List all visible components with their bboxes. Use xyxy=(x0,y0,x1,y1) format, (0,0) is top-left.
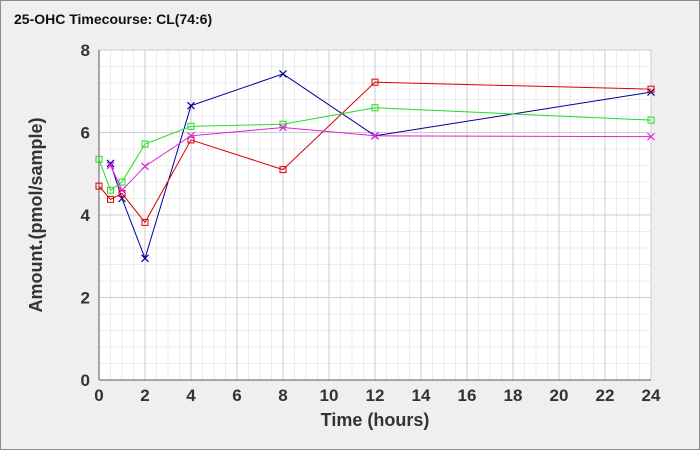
y-tick-label: 8 xyxy=(81,41,90,60)
data-point xyxy=(106,159,115,168)
chart-title: 25-OHC Timecourse: CL(74:6) xyxy=(14,11,213,27)
x-tick-label: 12 xyxy=(366,386,385,405)
data-point xyxy=(187,136,195,144)
data-point xyxy=(187,122,195,130)
x-tick-label: 18 xyxy=(504,386,523,405)
x-tick-label: 2 xyxy=(140,386,149,405)
data-point xyxy=(647,132,655,141)
x-tick-label: 24 xyxy=(642,386,661,405)
series-2 xyxy=(95,78,655,226)
x-tick-label: 8 xyxy=(278,386,287,405)
y-tick-label: 0 xyxy=(81,371,90,390)
data-point xyxy=(95,155,103,163)
y-axis-label: Amount.(pmol/sample) xyxy=(26,117,46,312)
x-tick-label: 6 xyxy=(232,386,241,405)
axes xyxy=(98,50,651,381)
data-point xyxy=(106,161,115,170)
x-axis-label: Time (hours) xyxy=(321,410,430,430)
x-tick-label: 14 xyxy=(412,386,431,405)
data-point xyxy=(187,101,195,110)
x-tick-label: 16 xyxy=(458,386,477,405)
data-point xyxy=(279,166,287,174)
y-tick-label: 2 xyxy=(81,289,90,308)
y-tick-label: 6 xyxy=(81,124,90,143)
series-group xyxy=(95,70,655,263)
data-point xyxy=(647,85,655,93)
data-point xyxy=(141,218,149,226)
series-line xyxy=(98,107,652,192)
data-point xyxy=(647,116,655,124)
x-tick-label: 4 xyxy=(186,386,196,405)
data-point xyxy=(118,186,126,195)
data-point xyxy=(371,78,379,86)
data-point xyxy=(107,186,114,194)
data-point xyxy=(141,254,149,263)
data-point xyxy=(371,131,379,140)
data-point xyxy=(279,123,287,132)
data-point xyxy=(95,182,103,190)
data-point xyxy=(118,178,126,186)
x-tick-label: 0 xyxy=(94,386,103,405)
data-point xyxy=(141,162,149,171)
data-point xyxy=(107,195,114,203)
x-tick-label: 20 xyxy=(550,386,569,405)
data-point xyxy=(279,70,287,78)
series-line xyxy=(98,81,652,224)
data-point xyxy=(371,104,379,112)
x-tick-label: 22 xyxy=(596,386,615,405)
x-tick-label: 10 xyxy=(320,386,339,405)
y-tick-label: 4 xyxy=(81,206,91,225)
data-point xyxy=(187,131,195,140)
grid xyxy=(98,49,652,381)
series-4 xyxy=(106,123,655,195)
data-point xyxy=(141,140,149,148)
